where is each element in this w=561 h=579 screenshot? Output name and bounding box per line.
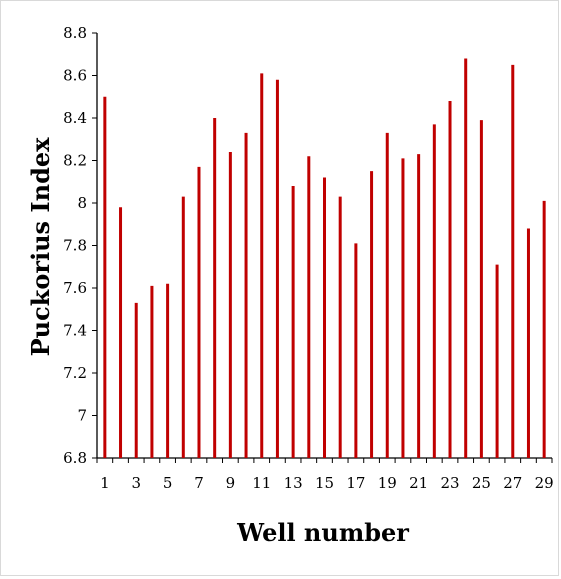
- x-tick-label: 1: [100, 474, 110, 492]
- bar: [197, 166, 201, 458]
- bar: [542, 200, 546, 458]
- bar: [354, 243, 358, 458]
- bar: [119, 207, 123, 458]
- bar: [228, 152, 232, 458]
- bar: [495, 264, 499, 458]
- bar: [150, 285, 154, 458]
- bar: [338, 196, 342, 458]
- y-tick-label: 8.4: [63, 109, 87, 127]
- x-tick-label: 19: [378, 474, 397, 492]
- bar: [103, 96, 107, 458]
- y-tick-label: 7.2: [63, 364, 87, 382]
- bar: [401, 158, 405, 458]
- x-tick-label: 21: [409, 474, 428, 492]
- x-axis-title: Well number: [236, 518, 409, 547]
- y-tick-label: 7.8: [63, 237, 87, 255]
- x-tick-label: 5: [163, 474, 173, 492]
- bar: [385, 132, 389, 458]
- bar: [479, 120, 483, 458]
- y-tick-label: 8.8: [63, 24, 87, 42]
- x-tick-label: 25: [472, 474, 491, 492]
- bar: [417, 154, 421, 458]
- bar: [166, 283, 170, 458]
- y-tick-label: 8: [77, 194, 87, 212]
- bar: [432, 124, 436, 458]
- bar: [260, 73, 264, 458]
- x-tick-label: 3: [131, 474, 141, 492]
- bar: [323, 177, 326, 458]
- x-tick-label: 23: [440, 474, 459, 492]
- plot-area: 6.877.27.47.67.888.28.48.68.81 3 5 7 9 11 13 15…: [63, 24, 554, 492]
- bar: [526, 228, 530, 458]
- bar: [134, 302, 138, 458]
- y-tick-label: 8.6: [63, 67, 87, 85]
- y-tick-label: 8.2: [63, 152, 87, 170]
- y-tick-label: 7: [77, 407, 87, 425]
- bar: [464, 58, 468, 458]
- y-axis-title: Puckorius Index: [26, 137, 55, 357]
- x-tick-label: 11: [252, 474, 271, 492]
- x-tick-label: 29: [535, 474, 554, 492]
- bar: [181, 196, 185, 458]
- x-tick-label: 15: [315, 474, 334, 492]
- bar: [370, 171, 374, 458]
- x-tick-label: 13: [284, 474, 303, 492]
- bar: [307, 156, 311, 458]
- x-tick-label: 7: [194, 474, 204, 492]
- y-tick-label: 7.6: [63, 279, 87, 297]
- y-tick-label: 7.4: [63, 322, 87, 340]
- y-tick-label: 6.8: [63, 449, 87, 467]
- bar: [244, 132, 248, 458]
- bar: [213, 118, 217, 458]
- bar: [291, 186, 295, 458]
- x-tick-label: 27: [503, 474, 522, 492]
- bar: [511, 64, 515, 458]
- bar: [275, 79, 279, 458]
- x-tick-label: 17: [346, 474, 365, 492]
- x-tick-label: 9: [226, 474, 236, 492]
- bar: [448, 101, 452, 458]
